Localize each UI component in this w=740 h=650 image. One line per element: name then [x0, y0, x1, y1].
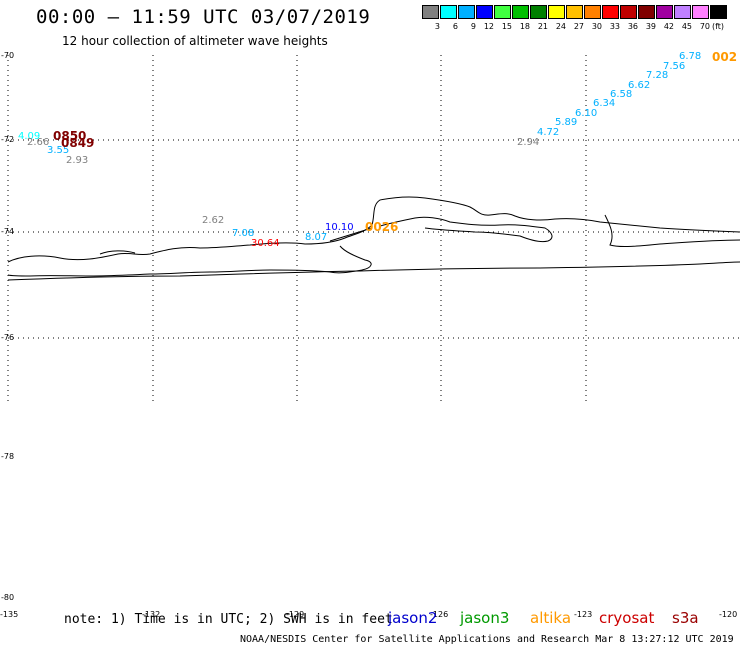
satellite-legend-s3a: s3a [672, 609, 699, 627]
wave-height-label: 4.72 [537, 127, 560, 138]
lon-label: -129 [286, 610, 305, 619]
lat-label: -76 [1, 333, 15, 342]
legend-swatch [566, 5, 583, 19]
lon-label: -126 [430, 610, 449, 619]
satellite-legend-jason3: jason3 [460, 609, 510, 627]
color-legend-labels: 3 6 9 12 15 18 21 24 27 30 33 36 39 42 45 70 [422, 22, 710, 31]
legend-swatch [530, 5, 547, 19]
lon-label: -132 [142, 610, 161, 619]
wave-height-label: 4.09 [18, 131, 41, 142]
credit-line: NOAA/NESDIS Center for Satellite Applica… [240, 634, 734, 645]
legend-label: 9 [470, 22, 476, 31]
time-mark: 002 [712, 50, 738, 64]
wave-height-label: 2.93 [66, 155, 89, 166]
legend-swatch [548, 5, 565, 19]
legend-label: 6 [452, 22, 458, 31]
lon-label: -123 [574, 610, 593, 619]
lat-label: -74 [1, 227, 15, 236]
wave-height-label: 7.56 [663, 61, 686, 72]
legend-label: 45 [681, 22, 692, 31]
wave-height-label: 7.08 [232, 228, 255, 239]
legend-label: 30 [591, 22, 602, 31]
legend-swatch [422, 5, 439, 19]
wave-height-label: 5.89 [555, 117, 578, 128]
legend-swatch [638, 5, 655, 19]
legend-label: 70 [699, 22, 710, 31]
time-mark: 0026 [365, 220, 399, 234]
legend-swatch [602, 5, 619, 19]
wave-height-label: 3.55 [47, 145, 70, 156]
wave-height-label: 8.07 [305, 232, 328, 243]
legend-swatch [476, 5, 493, 19]
legend-label: 3 [434, 22, 440, 31]
legend-label: 21 [537, 22, 548, 31]
wave-height-label: 6.78 [679, 51, 702, 62]
wave-height-label: 10.10 [325, 222, 354, 233]
satellite-legend-cryosat: cryosat [599, 609, 655, 627]
wave-height-label: 7.28 [646, 70, 669, 81]
legend-swatch [512, 5, 529, 19]
lat-label: -80 [1, 593, 15, 602]
legend-swatch [710, 5, 727, 19]
legend-swatch [674, 5, 691, 19]
legend-label: 42 [663, 22, 674, 31]
legend-swatch [620, 5, 637, 19]
legend-swatch [440, 5, 457, 19]
legend-label: 15 [501, 22, 512, 31]
satellite-legend-altika: altika [530, 609, 572, 627]
wave-height-label: 6.34 [593, 98, 616, 109]
wave-height-label: 6.10 [575, 108, 598, 119]
legend-label: 12 [483, 22, 494, 31]
legend-label: 39 [645, 22, 656, 31]
legend-unit: (ft) [712, 22, 725, 31]
wave-height-label: 2.94 [517, 137, 540, 148]
legend-swatch [494, 5, 511, 19]
coastline [7, 196, 740, 281]
time-mark: 0849 [61, 136, 95, 150]
lat-label: -70 [1, 51, 15, 60]
wave-height-label: 6.62 [628, 80, 651, 91]
satellite-track [329, 227, 373, 242]
map-subtitle: 12 hour collection of altimeter wave hei… [62, 34, 328, 48]
lon-label: -120 [719, 610, 738, 619]
legend-swatch [692, 5, 709, 19]
legend-swatch [584, 5, 601, 19]
satellite-legend-jason2: jason2 [388, 609, 438, 627]
lat-label: -72 [1, 135, 15, 144]
wave-height-label: 30.64 [251, 238, 280, 249]
legend-label: 27 [573, 22, 584, 31]
lat-label: -78 [1, 452, 15, 461]
lon-label: -135 [0, 610, 19, 619]
legend-swatch [458, 5, 475, 19]
wave-height-label: 2.66 [27, 137, 50, 148]
legend-label: 33 [609, 22, 620, 31]
legend-label: 36 [627, 22, 638, 31]
map-title: 00:00 – 11:59 UTC 03/07/2019 [36, 6, 371, 28]
legend-swatch [656, 5, 673, 19]
footer-note: note: 1) Time is in UTC; 2) SWH is in fe… [64, 612, 393, 627]
wave-height-label: 6.58 [610, 89, 633, 100]
color-legend [422, 5, 728, 19]
time-mark: 0850 [53, 129, 87, 143]
legend-label: 18 [519, 22, 530, 31]
wave-height-label: 2.62 [202, 215, 225, 226]
legend-label: 24 [555, 22, 566, 31]
